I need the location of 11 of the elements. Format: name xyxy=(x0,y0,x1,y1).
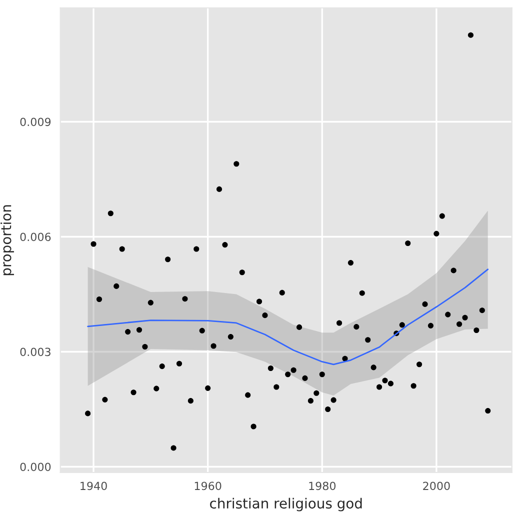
line-series xyxy=(87,268,489,366)
x-tick-label: 1940 xyxy=(80,482,107,490)
y-tick-label: 0.006 xyxy=(20,232,51,242)
y-axis-title: proportion xyxy=(0,205,14,276)
x-tick-label: 2000 xyxy=(423,482,450,490)
x-axis-title: christian religious god xyxy=(210,498,362,512)
y-tick-label: 0.003 xyxy=(20,348,50,356)
y-tick-label: 0.000 xyxy=(20,462,51,472)
y-tick-label: 0.009 xyxy=(20,118,51,126)
x-tick-label: 1960 xyxy=(194,482,222,490)
x-tick-label: 1980 xyxy=(309,482,336,490)
